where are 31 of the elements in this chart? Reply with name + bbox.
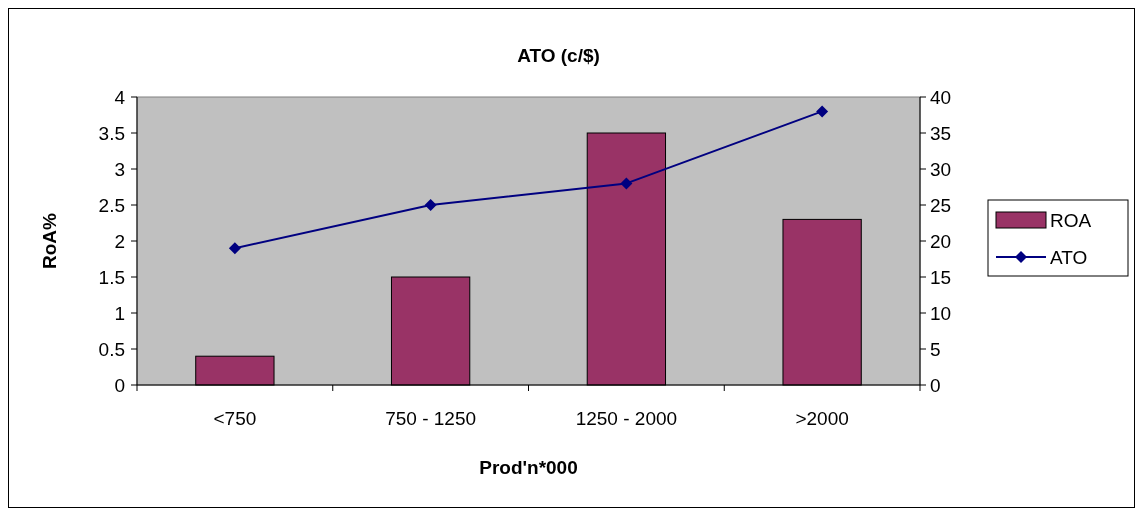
y-tick-label: 1	[114, 302, 125, 324]
y2-tick-label: 20	[930, 230, 952, 252]
x-tick-label: 750 - 1250	[385, 408, 477, 429]
y-tick-label: 0	[114, 374, 125, 396]
x-axis-title: Prod'n*000	[479, 457, 578, 478]
y-tick-label: 1.5	[98, 266, 125, 288]
y2-tick-label: 5	[930, 338, 941, 360]
y-tick-label: 2.5	[98, 194, 125, 216]
legend-label: ROA	[1050, 209, 1092, 231]
x-tick-label: >2000	[795, 408, 849, 429]
y-tick-label: 4	[114, 86, 126, 108]
y2-tick-label: 25	[930, 194, 952, 216]
y-axis-title: RoA%	[39, 212, 60, 269]
x-tick-label: 1250 - 2000	[575, 408, 678, 429]
x-tick-label: <750	[213, 408, 257, 429]
point	[816, 105, 829, 118]
y2-tick-label: 0	[930, 374, 941, 396]
legend-label: ATO	[1050, 246, 1088, 268]
point	[228, 242, 241, 255]
point	[424, 199, 437, 211]
y2-tick-label: 30	[930, 158, 952, 180]
y-tick-label: 3	[114, 158, 125, 180]
chart-title: ATO (c/$)	[517, 45, 600, 66]
point	[620, 177, 633, 190]
y2-tick-label: 10	[930, 302, 952, 324]
y-tick-label: 2	[114, 230, 125, 252]
y2-tick-label: 15	[930, 266, 952, 288]
y2-tick-label: 40	[930, 86, 952, 108]
y-tick-label: 0.5	[98, 338, 125, 360]
y2-tick-label: 35	[930, 122, 952, 144]
y-tick-label: 3.5	[98, 122, 125, 144]
